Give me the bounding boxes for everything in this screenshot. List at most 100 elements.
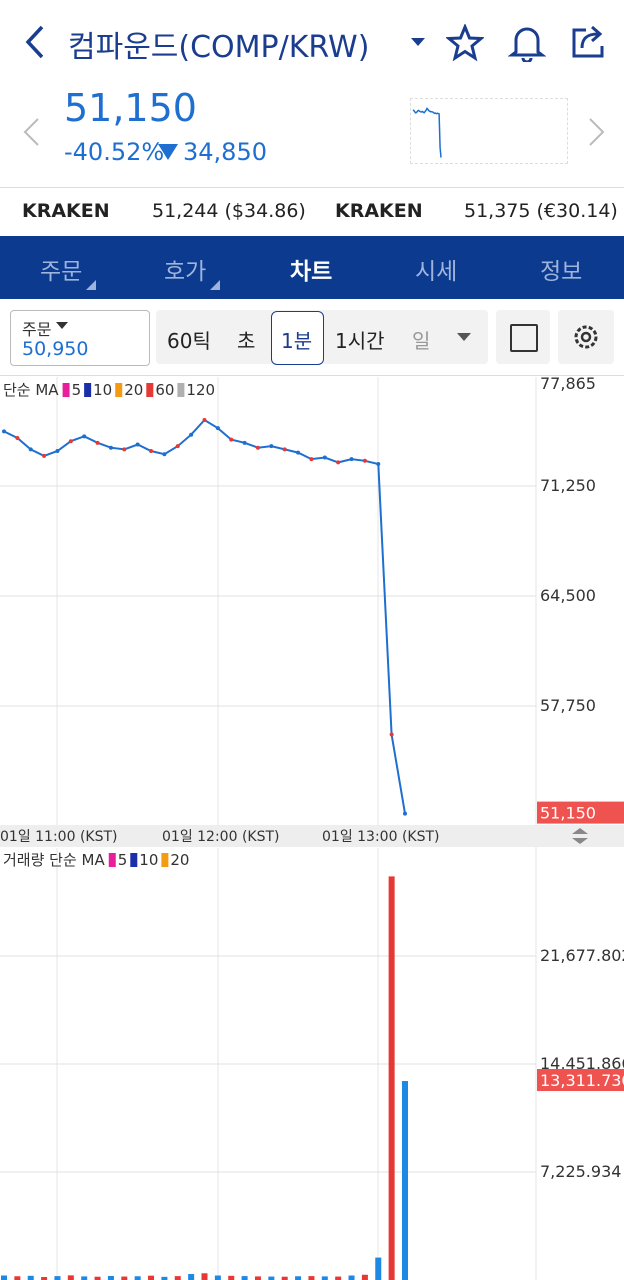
price-point bbox=[68, 439, 73, 444]
tab[interactable]: 호가 bbox=[164, 259, 207, 285]
tab[interactable]: 시세 bbox=[415, 259, 458, 285]
price-point bbox=[122, 447, 127, 452]
volume-bar bbox=[94, 1276, 101, 1280]
volume-bar bbox=[188, 1274, 195, 1280]
price-point bbox=[15, 435, 20, 440]
dropdown-icon bbox=[56, 322, 68, 329]
volume-bar bbox=[134, 1276, 141, 1280]
draw-icon bbox=[510, 324, 538, 352]
tab-bar bbox=[0, 236, 624, 299]
back-button[interactable] bbox=[22, 22, 50, 62]
divider bbox=[0, 375, 624, 376]
interval-selected bbox=[271, 311, 324, 365]
price-point bbox=[349, 457, 354, 462]
alarm-button[interactable] bbox=[508, 22, 546, 62]
volume-bar bbox=[1, 1275, 7, 1280]
exchange-price: 51,244 ($34.86) bbox=[152, 200, 306, 222]
current-price: 51,150 bbox=[64, 86, 197, 130]
last-price-box bbox=[537, 801, 624, 824]
volume-bar bbox=[67, 1275, 74, 1280]
interval-option[interactable]: 일 bbox=[412, 329, 431, 353]
price-point bbox=[135, 442, 140, 447]
price-point bbox=[108, 445, 113, 450]
y-tick-label: 14,451.866 bbox=[540, 1054, 624, 1073]
legend-label: 20 bbox=[170, 851, 189, 869]
y-tick-label: 64,500 bbox=[540, 586, 596, 605]
price-point bbox=[269, 444, 274, 449]
volume-bar bbox=[54, 1276, 61, 1280]
volume-bar bbox=[41, 1277, 48, 1280]
last-volume-box bbox=[537, 1069, 624, 1092]
legend-title: 단순 MA bbox=[3, 381, 59, 399]
x-tick-label: 01일 12:00 (KST) bbox=[162, 829, 279, 845]
volume-bar bbox=[295, 1276, 302, 1280]
legend-swatch bbox=[108, 853, 116, 867]
change-percent: -40.52% bbox=[64, 138, 165, 166]
legend-label: 20 bbox=[124, 381, 143, 399]
interval-dropdown[interactable] bbox=[456, 332, 472, 344]
volume-bar bbox=[388, 876, 395, 1280]
interval-option[interactable]: 1분 bbox=[281, 329, 313, 353]
price-point bbox=[215, 426, 220, 431]
title[interactable]: 컴파운드(COMP/KRW) bbox=[68, 30, 370, 65]
volume-bar bbox=[121, 1276, 128, 1280]
price-point bbox=[28, 447, 33, 452]
price-point bbox=[255, 445, 260, 450]
exchange-name: KRAKEN bbox=[22, 200, 110, 222]
legend-swatch bbox=[177, 383, 185, 397]
legend-label: 5 bbox=[118, 851, 128, 869]
volume-bar bbox=[308, 1276, 315, 1280]
change-amount: 34,850 bbox=[183, 138, 267, 166]
share-button[interactable] bbox=[570, 22, 610, 62]
interval-option[interactable]: 60틱 bbox=[167, 329, 211, 353]
divider bbox=[0, 187, 624, 188]
price-point bbox=[202, 418, 207, 423]
favorite-button[interactable] bbox=[446, 24, 484, 62]
legend-swatch bbox=[84, 383, 92, 397]
legend-label: 5 bbox=[72, 381, 82, 399]
price-point bbox=[389, 732, 394, 737]
dropdown-icon[interactable] bbox=[410, 36, 426, 48]
price-point bbox=[282, 447, 287, 452]
x-tick-label: 01일 11:00 (KST) bbox=[0, 829, 117, 845]
price-point bbox=[2, 429, 6, 434]
y-tick-label: 7,225.934 bbox=[540, 1162, 621, 1181]
price-line bbox=[3, 418, 406, 814]
legend-label: 10 bbox=[139, 851, 158, 869]
draw-button[interactable] bbox=[496, 310, 550, 364]
price-point bbox=[82, 434, 87, 439]
volume-bar bbox=[148, 1275, 155, 1280]
legend-swatch bbox=[62, 383, 70, 397]
volume-bar bbox=[81, 1276, 88, 1280]
price-point bbox=[42, 453, 47, 458]
tab[interactable]: 정보 bbox=[540, 259, 583, 285]
price-point bbox=[55, 448, 60, 453]
volume-bar bbox=[335, 1276, 342, 1280]
y-tick-label: 57,750 bbox=[540, 696, 596, 715]
price-point bbox=[189, 432, 194, 437]
price-point bbox=[362, 458, 367, 463]
settings-button[interactable] bbox=[558, 310, 614, 364]
tab[interactable]: 주문 bbox=[40, 259, 83, 285]
legend-swatch bbox=[115, 383, 123, 397]
prev-button[interactable] bbox=[20, 116, 44, 148]
interval-option[interactable]: 1시간 bbox=[335, 329, 385, 353]
volume-bar bbox=[14, 1276, 21, 1280]
interval-option[interactable]: 초 bbox=[237, 329, 256, 353]
price-point bbox=[242, 440, 247, 445]
volume-bar bbox=[375, 1257, 382, 1280]
y-tick-label: 71,250 bbox=[540, 476, 596, 495]
price-point bbox=[149, 448, 154, 453]
order-price: 50,950 bbox=[22, 338, 89, 360]
tab[interactable]: 차트 bbox=[290, 259, 333, 285]
next-button[interactable] bbox=[584, 116, 608, 148]
exchange-name: KRAKEN bbox=[335, 200, 423, 222]
order-box[interactable] bbox=[10, 310, 150, 366]
legend-label: 60 bbox=[155, 381, 174, 399]
volume-bar bbox=[107, 1275, 114, 1280]
legend-title: 거래량 단순 MA bbox=[3, 851, 105, 869]
order-label: 주문 bbox=[22, 320, 52, 339]
price-point bbox=[309, 457, 314, 462]
volume-bar bbox=[402, 1081, 408, 1280]
